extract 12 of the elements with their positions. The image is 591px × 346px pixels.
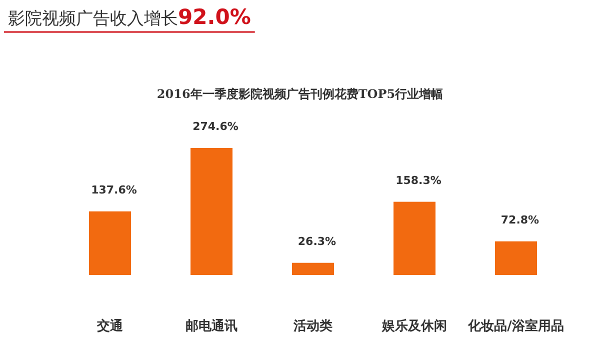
title: 影院视频广告收入增长92.0% [8,5,251,29]
x-tick-label: 活动类 [292,319,332,334]
data-label: 72.8% [500,213,540,226]
x-tick-label: 娱乐及休闲 [381,318,447,334]
x-tick-label: 邮电通讯 [186,318,238,334]
data-label: 158.3% [396,174,442,187]
data-label: 26.3% [298,234,336,248]
data-label: 137.6% [91,183,137,196]
x-tick-label: 化妆品/浴室用品 [467,318,564,334]
subtitle: 2016年一季度影院视频广告刊例花费TOP5行业增幅 [156,87,444,101]
data-label: 274.6% [192,120,238,133]
x-tick-label: 交通 [96,318,124,334]
